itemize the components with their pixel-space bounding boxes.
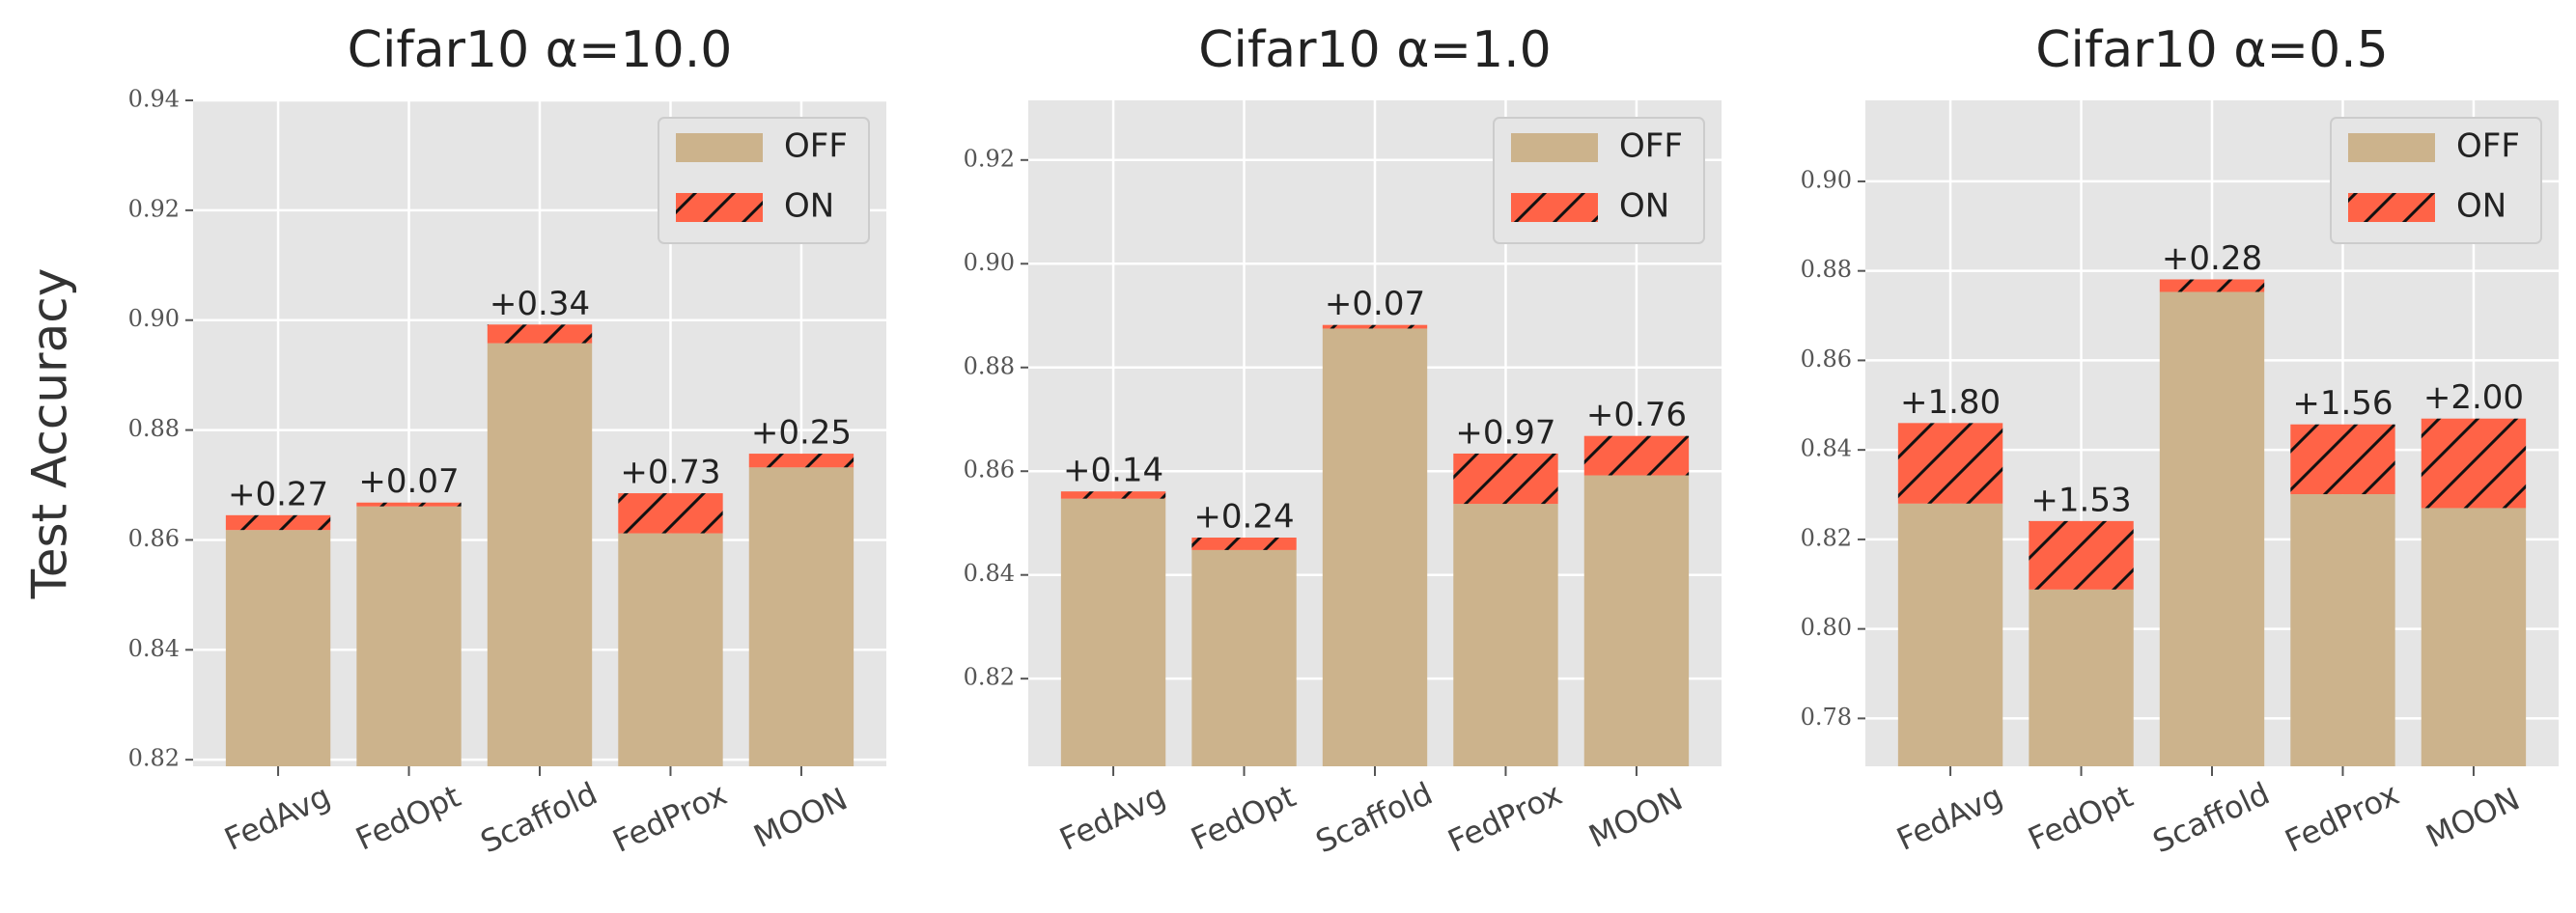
bar-segment-hatched — [748, 454, 854, 468]
bar-segment-hatched — [2421, 418, 2527, 509]
bar-segment-hatched — [2290, 424, 2395, 495]
bar-segment-hatched — [225, 514, 331, 531]
value-label: +0.97 — [1455, 413, 1555, 452]
bar-segment — [1322, 328, 1428, 766]
bar-segment-hatched — [487, 324, 593, 344]
legend-swatch — [676, 133, 763, 162]
bar-segment — [2421, 508, 2527, 766]
chart-title: Cifar10 α=10.0 — [348, 21, 733, 79]
legend-label: OFF — [784, 127, 848, 166]
y-tick-label: 0.80 — [1801, 614, 1852, 641]
x-tick-label: FedOpt — [2023, 778, 2139, 858]
y-tick-label: 0.88 — [128, 415, 180, 442]
value-label: +0.27 — [228, 475, 328, 513]
value-label: +0.24 — [1193, 498, 1294, 537]
bar-segment — [1583, 475, 1690, 766]
bar-segment — [356, 506, 462, 766]
value-label: +0.14 — [1063, 452, 1163, 490]
value-label: +0.25 — [751, 414, 852, 453]
legend-swatch — [1511, 193, 1598, 222]
y-tick-label: 0.94 — [128, 86, 180, 113]
x-tick-label: MOON — [1583, 780, 1688, 855]
bar-segment — [225, 530, 331, 766]
y-tick-label: 0.84 — [128, 635, 180, 662]
legend-label: ON — [2456, 187, 2506, 226]
bar-segment-hatched — [1583, 435, 1690, 476]
x-tick-label: Scaffold — [2147, 775, 2275, 861]
x-tick-label: MOON — [748, 780, 853, 855]
bar-segment — [1060, 498, 1166, 766]
x-tick-label: FedOpt — [1186, 778, 1302, 858]
value-label: +1.53 — [2030, 481, 2131, 519]
y-tick-label: 0.82 — [964, 664, 1015, 691]
y-tick-label: 0.86 — [964, 456, 1015, 484]
y-tick-label: 0.92 — [128, 195, 180, 222]
bar-segment — [2159, 291, 2265, 766]
value-label: +0.76 — [1586, 396, 1687, 434]
y-tick-label: 0.88 — [964, 352, 1015, 379]
bar-segment — [487, 343, 593, 766]
bar-segment-hatched — [1453, 453, 1558, 505]
value-label: +0.34 — [490, 285, 590, 323]
x-tick-label: Scaffold — [1310, 775, 1438, 861]
y-tick-label: 0.82 — [1801, 524, 1852, 551]
x-tick-label: FedProx — [1442, 775, 1568, 859]
bar-segment — [1453, 504, 1558, 766]
y-tick-label: 0.84 — [1801, 435, 1852, 462]
value-label: +0.73 — [620, 454, 720, 492]
x-tick-label: Scaffold — [475, 775, 602, 861]
y-tick-label: 0.86 — [128, 525, 180, 552]
legend-label: OFF — [1619, 127, 1683, 166]
legend-label: OFF — [2456, 127, 2520, 166]
chart-title: Cifar10 α=1.0 — [1198, 21, 1552, 79]
bar-segment-hatched — [2029, 520, 2134, 590]
x-tick-label: FedAvg — [1891, 777, 2008, 857]
legend-label: ON — [784, 187, 834, 226]
y-tick-label: 0.92 — [964, 145, 1015, 172]
bar-segment — [2290, 494, 2395, 766]
bar-segment-hatched — [1191, 538, 1297, 550]
y-tick-label: 0.78 — [1801, 704, 1852, 731]
bar-segment — [748, 467, 854, 766]
legend-label: ON — [1619, 187, 1669, 226]
value-label: +0.07 — [1325, 285, 1425, 323]
legend-swatch — [2348, 193, 2435, 222]
value-label: +2.00 — [2423, 378, 2524, 417]
y-tick-label: 0.90 — [128, 305, 180, 332]
bar-segment — [1191, 549, 1297, 766]
bar-segment — [1897, 503, 2003, 766]
y-tick-label: 0.88 — [1801, 256, 1852, 283]
y-axis-label: Test Accuracy — [22, 268, 78, 600]
legend-swatch — [1511, 133, 1598, 162]
x-tick-label: FedAvg — [1054, 777, 1171, 857]
value-label: +1.80 — [1900, 383, 2001, 422]
x-tick-label: FedProx — [607, 775, 733, 859]
bar-segment-hatched — [1060, 491, 1166, 499]
x-tick-label: FedAvg — [219, 777, 336, 857]
bar-segment-hatched — [618, 493, 723, 534]
x-tick-label: FedOpt — [350, 778, 466, 858]
legend-swatch — [2348, 133, 2435, 162]
x-tick-label: MOON — [2421, 780, 2525, 855]
y-tick-label: 0.90 — [1801, 166, 1852, 193]
bar-segment-hatched — [2159, 279, 2265, 292]
bar-segment-hatched — [356, 502, 462, 507]
value-label: +1.56 — [2292, 384, 2393, 423]
legend-swatch — [676, 193, 763, 222]
y-tick-label: 0.84 — [964, 560, 1015, 587]
y-tick-label: 0.86 — [1801, 346, 1852, 373]
bar-segment — [2029, 589, 2134, 766]
value-label: +0.28 — [2162, 239, 2262, 278]
x-tick-label: FedProx — [2280, 775, 2405, 859]
bar-segment — [618, 533, 723, 766]
chart-title: Cifar10 α=0.5 — [2035, 21, 2389, 79]
bar-segment-hatched — [1897, 423, 2003, 504]
y-tick-label: 0.90 — [964, 249, 1015, 276]
y-tick-label: 0.82 — [128, 745, 180, 772]
value-label: +0.07 — [358, 462, 459, 501]
bar-segment-hatched — [1322, 324, 1428, 329]
